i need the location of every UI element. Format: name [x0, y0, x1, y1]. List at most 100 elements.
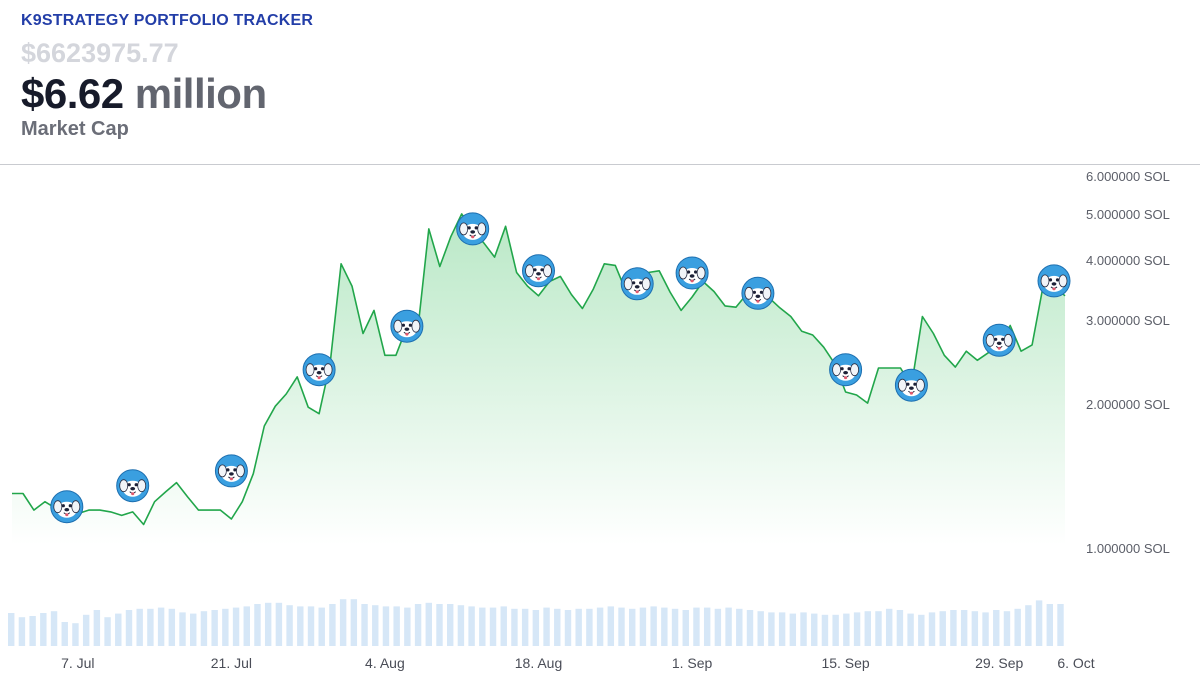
y-tick-label: 5.000000 SOL	[1086, 207, 1170, 222]
x-tick-label: 15. Sep	[821, 655, 869, 671]
volume-bar	[928, 612, 936, 646]
volume-bar	[832, 614, 839, 646]
x-tick-label: 21. Jul	[211, 655, 252, 671]
volume-bars	[8, 599, 1064, 646]
volume-bar	[746, 610, 754, 646]
volume-bar	[72, 623, 79, 646]
volume-bar	[768, 612, 775, 646]
volume-bar	[104, 617, 111, 646]
volume-bar	[243, 606, 250, 646]
x-tick-label: 1. Sep	[672, 655, 713, 671]
volume-bar	[404, 607, 411, 646]
volume-bar	[885, 608, 893, 646]
volume-bar	[222, 608, 229, 646]
volume-bar	[918, 614, 925, 646]
volume-bar	[200, 611, 208, 646]
volume-bar	[329, 604, 336, 646]
volume-bar	[714, 608, 722, 646]
volume-bar	[93, 610, 101, 646]
volume-bar	[993, 610, 1000, 646]
volume-bar	[425, 602, 432, 646]
volume-bar	[661, 607, 668, 646]
volume-bar	[800, 612, 807, 646]
volume-bar	[575, 608, 582, 646]
dog-face-icon	[302, 353, 336, 387]
dog-face-icon	[50, 490, 84, 524]
volume-bar	[350, 599, 358, 646]
volume-bar	[875, 611, 882, 646]
volume-bar	[789, 613, 797, 646]
volume-bar	[211, 610, 218, 646]
volume-bar	[286, 605, 293, 646]
volume-bar	[468, 606, 475, 646]
volume-bar	[190, 613, 197, 646]
volume-bar	[703, 607, 711, 646]
volume-bar	[436, 604, 443, 646]
volume-bar	[157, 607, 165, 646]
volume-bar	[682, 610, 689, 646]
dog-face-icon	[1037, 264, 1071, 298]
volume-bar	[254, 604, 261, 646]
volume-bar	[372, 605, 379, 646]
volume-bar	[125, 610, 133, 646]
volume-bar	[1057, 604, 1064, 646]
volume-bar	[414, 604, 422, 646]
volume-bar	[982, 612, 989, 646]
volume-bar	[693, 607, 700, 646]
dog-face-icon	[675, 256, 709, 290]
volume-bar	[586, 608, 593, 646]
volume-bar	[907, 613, 914, 646]
volume-bar	[275, 602, 283, 646]
volume-bar	[136, 608, 143, 646]
volume-bar	[1003, 611, 1011, 646]
y-tick-label: 6.000000 SOL	[1086, 169, 1170, 184]
volume-bar	[671, 608, 679, 646]
volume-bar	[297, 606, 304, 646]
volume-bar	[168, 608, 176, 646]
volume-bar	[607, 606, 615, 646]
y-axis: 6.000000 SOL 5.000000 SOL 4.000000 SOL 3.00…	[1086, 169, 1170, 556]
volume-bar	[1046, 604, 1054, 646]
volume-bar	[50, 611, 58, 646]
volume-bar	[382, 606, 390, 646]
volume-bar	[778, 612, 786, 646]
volume-bar	[147, 608, 154, 646]
dog-face-icon	[741, 276, 775, 310]
market-cap-unit: million	[134, 70, 267, 117]
header-divider	[0, 164, 1200, 165]
x-axis: 7. Jul 21. Jul 4. Aug 18. Aug 1. Sep 15. Sep 2…	[61, 655, 1095, 671]
x-tick-label: 7. Jul	[61, 655, 94, 671]
volume-bar	[318, 607, 325, 646]
series-area	[12, 213, 1065, 545]
dog-face-icon	[116, 469, 150, 503]
x-tick-label: 4. Aug	[365, 655, 405, 671]
volume-bar	[650, 606, 657, 646]
dog-face-icon	[982, 323, 1016, 357]
volume-bar	[564, 610, 572, 646]
volume-bar	[393, 606, 400, 646]
volume-bar	[939, 611, 946, 646]
volume-bar	[489, 607, 497, 646]
volume-bar	[232, 607, 240, 646]
volume-bar	[264, 602, 272, 646]
exact-market-cap: $6623975.77	[21, 38, 179, 68]
volume-bar	[896, 610, 904, 646]
volume-bar	[843, 613, 850, 646]
y-tick-label: 4.000000 SOL	[1086, 253, 1170, 268]
brand-title: K9STRATEGY PORTFOLIO TRACKER	[21, 12, 314, 29]
y-tick-label: 1.000000 SOL	[1086, 541, 1170, 556]
volume-bar	[40, 613, 47, 646]
volume-bar	[554, 608, 561, 646]
volume-bar	[543, 607, 550, 646]
volume-bar	[479, 607, 486, 646]
volume-bar	[1014, 608, 1021, 646]
volume-bar	[532, 610, 540, 646]
volume-bar	[179, 612, 186, 646]
volume-bar	[457, 605, 465, 646]
volume-bar	[1025, 605, 1032, 646]
x-tick-label: 18. Aug	[515, 655, 563, 671]
volume-bar	[82, 614, 90, 646]
series-line	[12, 213, 1066, 526]
volume-bar	[757, 611, 764, 646]
